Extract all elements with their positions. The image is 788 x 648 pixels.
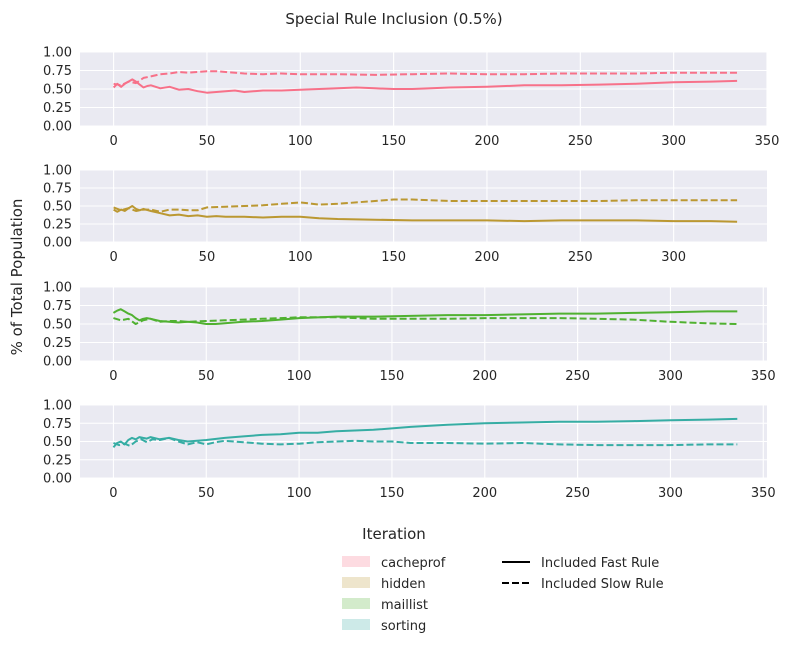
series-line-slow-rule	[113, 316, 738, 325]
x-tick-label: 350	[755, 134, 780, 149]
y-tick-label: 0.25	[43, 218, 72, 233]
series-line-fast-rule	[113, 205, 738, 223]
legend-benchmarks: cacheprof hidden maillist sorting	[342, 556, 446, 634]
legend-swatch-sorting	[342, 619, 370, 630]
subplot-hidden: 0.00 0.25 0.50 0.75 1.00 0 50 100 150 200 250 300	[43, 164, 767, 265]
subplot-sorting: 0.00 0.25 0.50 0.75 1.00 0 50 100 150 200 250 300 35…	[43, 399, 776, 502]
x-tick-label: 0	[109, 250, 117, 265]
x-tick-label: 250	[565, 486, 590, 501]
x-tick-label: 100	[287, 486, 312, 501]
series-line-fast-rule	[112, 417, 738, 448]
subplots: 0.00 0.25 0.50 0.75 1.00 0 50 100 150 200 250 300 35…	[43, 46, 779, 502]
y-tick-label: 0.25	[43, 453, 72, 468]
legend-label-cacheprof: cacheprof	[381, 556, 446, 571]
x-tick-label: 200	[472, 486, 497, 501]
legend-label-sorting: sorting	[381, 619, 426, 634]
y-tick-label: 0.25	[43, 336, 72, 351]
x-tick-label: 300	[661, 134, 686, 149]
y-tick-label: 0.50	[43, 318, 72, 333]
x-tick-label: 150	[380, 369, 405, 384]
x-tick-label: 50	[198, 486, 215, 501]
y-tick-label: 0.75	[43, 182, 72, 197]
x-tick-label: 50	[198, 369, 215, 384]
x-tick-label: 0	[109, 486, 117, 501]
x-tick-label: 350	[751, 486, 776, 501]
y-tick-label: 1.00	[43, 399, 72, 414]
series-line-fast-rule	[112, 78, 738, 94]
x-tick-label: 300	[658, 369, 683, 384]
y-tick-label: 1.00	[43, 164, 72, 179]
series-line-slow-rule	[113, 436, 738, 447]
x-tick-label: 300	[658, 486, 683, 501]
legend: cacheprof hidden maillist sorting Included …	[342, 556, 664, 634]
legend-label-maillist: maillist	[381, 598, 428, 613]
x-tick-label: 0	[109, 369, 117, 384]
y-tick-label: 0.25	[43, 101, 72, 116]
x-tick-label: 200	[472, 369, 497, 384]
y-tick-label: 0.00	[43, 120, 72, 135]
legend-label-hidden: hidden	[381, 577, 426, 592]
x-tick-label: 150	[381, 134, 406, 149]
legend-swatch-cacheprof	[342, 556, 370, 567]
x-tick-label: 250	[568, 250, 593, 265]
chart-title: Special Rule Inclusion (0.5%)	[285, 10, 502, 28]
y-tick-label: 1.00	[43, 46, 72, 61]
legend-style-label: Included Slow Rule	[541, 577, 664, 592]
x-tick-label: 100	[288, 134, 313, 149]
series-line-fast-rule	[112, 308, 738, 325]
y-tick-label: 0.00	[43, 355, 72, 370]
x-tick-label: 200	[475, 250, 500, 265]
x-tick-label: 350	[751, 369, 776, 384]
series-line-slow-rule	[113, 198, 738, 213]
x-tick-label: 100	[287, 369, 312, 384]
legend-style-label: Included Fast Rule	[541, 556, 659, 571]
x-tick-label: 150	[380, 486, 405, 501]
x-tick-label: 100	[288, 250, 313, 265]
x-tick-label: 0	[109, 134, 117, 149]
legend-line-styles: Included Fast Rule Included Slow Rule	[502, 556, 664, 592]
y-tick-label: 0.00	[43, 472, 72, 487]
x-tick-label: 250	[565, 369, 590, 384]
x-tick-label: 150	[381, 250, 406, 265]
y-tick-label: 0.00	[43, 236, 72, 251]
x-tick-label: 250	[568, 134, 593, 149]
y-axis-label: % of Total Population	[8, 199, 26, 356]
y-tick-label: 0.50	[43, 435, 72, 450]
y-tick-label: 0.50	[43, 200, 72, 215]
y-tick-label: 0.75	[43, 417, 72, 432]
x-tick-label: 50	[199, 134, 216, 149]
x-tick-label: 200	[475, 134, 500, 149]
x-tick-label: 300	[661, 250, 686, 265]
y-tick-label: 1.00	[43, 281, 72, 296]
y-tick-label: 0.50	[43, 83, 72, 98]
legend-swatch-maillist	[342, 598, 370, 609]
series-line-slow-rule	[113, 70, 738, 87]
subplot-maillist: 0.00 0.25 0.50 0.75 1.00 0 50 100 150 200 250 300 35…	[43, 281, 776, 385]
y-tick-label: 0.75	[43, 64, 72, 79]
legend-swatch-hidden	[342, 577, 370, 588]
x-axis-label: Iteration	[362, 525, 426, 543]
x-tick-label: 50	[199, 250, 216, 265]
y-tick-label: 0.75	[43, 299, 72, 314]
subplot-cacheprof: 0.00 0.25 0.50 0.75 1.00 0 50 100 150 200 250 300 35…	[43, 46, 779, 150]
